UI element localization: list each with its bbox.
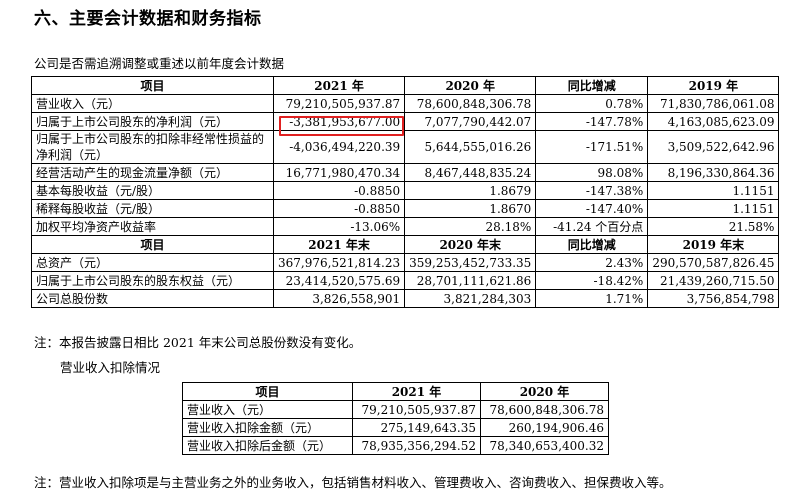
value-cell: -147.40% (535, 199, 649, 218)
row-label-cell: 经营活动产生的现金流量净额（元） (31, 163, 274, 182)
key-financials-table: 项目 2021 年 2020 年同比增减 2019 年营业收入（元） 79,210,50… (31, 76, 780, 308)
row-label-cell: 归属于上市公司股东的扣除非经常性损益的净利润（元） (31, 130, 274, 164)
value-cell: 78,600,848,306.78 (480, 400, 609, 419)
value-cell: 3,821,284,303 (404, 289, 537, 308)
table-header-cell: 2021 年末 (272, 235, 406, 254)
table-header-cell: 2021 年 (272, 76, 406, 95)
value-cell: 1.1151 (647, 181, 780, 200)
row-label-cell: 公司总股份数 (31, 289, 274, 308)
value-cell: 0.78% (535, 94, 649, 113)
table-header-cell: 2021 年 (352, 382, 481, 401)
table-row: 经营活动产生的现金流量净额（元） 16,771,980,470.34 8,467,4… (31, 163, 780, 182)
value-cell: 8,467,448,835.24 (404, 163, 537, 182)
value-cell: 98.08% (535, 163, 649, 182)
value-cell: 359,253,452,733.35 (404, 253, 537, 272)
table-row: 加权平均净资产收益率 -13.06% 28.18% -41.24 个百分点 21.58% (31, 217, 780, 236)
revenue-deduction-note: 注：营业收入扣除项是与主营业务之外的业务收入，包括销售材料收入、管理费收入、咨询… (34, 475, 672, 490)
value-cell: 1.1151 (647, 199, 780, 218)
value-cell: -0.8850 (272, 199, 406, 218)
value-cell: -147.78% (535, 112, 649, 131)
table-row: 营业收入（元） 79,210,505,937.87 78,600,848,306.7… (31, 94, 780, 113)
value-cell: 290,570,587,826.45 (647, 253, 780, 272)
value-cell: 21.58% (647, 217, 780, 236)
row-label-cell: 营业收入扣除后金额（元） (182, 436, 353, 455)
table-header-cell: 项目 (182, 382, 353, 401)
value-cell: 23,414,520,575.69 (272, 271, 406, 290)
table-header-cell: 2020 年 (404, 76, 537, 95)
row-label-cell: 基本每股收益（元/股） (31, 181, 274, 200)
value-cell: 2.43% (535, 253, 649, 272)
table-header-row: 项目 2021 年 2020 年 (182, 382, 609, 401)
revenue-deduction-title: 营业收入扣除情况 (60, 360, 161, 375)
table-header-cell: 项目 (31, 235, 274, 254)
table-header-cell: 同比增减 (535, 76, 649, 95)
table-row: 归属于上市公司股东的股东权益（元） 23,414,520,575.69 28,701… (31, 271, 780, 290)
row-label-cell: 归属于上市公司股东的净利润（元） (31, 112, 274, 131)
value-cell: 7,077,790,442.07 (404, 112, 537, 131)
table-row: 稀释每股收益（元/股） -0.8850 1.8670 -147.40% 1.1151 (31, 199, 780, 218)
value-cell: 1.8679 (404, 181, 537, 200)
value-cell: -0.8850 (272, 181, 406, 200)
value-cell: -13.06% (272, 217, 406, 236)
value-cell: 4,163,085,623.09 (647, 112, 780, 131)
table-row: 总资产（元） 367,976,521,814.23 359,253,452,733.… (31, 253, 780, 272)
value-cell: 1.71% (535, 289, 649, 308)
value-cell: 78,340,653,400.32 (480, 436, 609, 455)
value-cell: 28.18% (404, 217, 537, 236)
value-cell: 79,210,505,937.87 (352, 400, 481, 419)
value-cell: -3,381,953,677.00 (272, 112, 406, 131)
value-cell: -41.24 个百分点 (535, 217, 649, 236)
revenue-deduction-table: 项目 2021 年 2020 年营业收入（元） 79,210,505,937.87 78… (182, 382, 609, 455)
value-cell: 3,756,854,798 (647, 289, 780, 308)
section-heading: 六、主要会计数据和财务指标 (34, 9, 262, 29)
restatement-note: 公司是否需追溯调整或重述以前年度会计数据 (34, 56, 285, 71)
row-label-cell: 归属于上市公司股东的股东权益（元） (31, 271, 274, 290)
row-label-cell: 营业收入（元） (182, 400, 353, 419)
table-row: 营业收入扣除金额（元） 275,149,643.35 260,194,906.46 (182, 418, 609, 437)
value-cell: 5,644,555,016.26 (404, 130, 537, 164)
value-cell: 260,194,906.46 (480, 418, 609, 437)
value-cell: 71,830,786,061.08 (647, 94, 780, 113)
value-cell: 8,196,330,864.36 (647, 163, 780, 182)
value-cell: 367,976,521,814.23 (272, 253, 406, 272)
table-header-row: 项目 2021 年末 2020 年末 同比增减 2019 年末 (31, 235, 780, 254)
table-row: 基本每股收益（元/股） -0.8850 1.8679 -147.38% 1.1151 (31, 181, 780, 200)
table-row: 归属于上市公司股东的净利润（元） -3,381,953,677.00 7,077,7… (31, 112, 780, 131)
row-label-cell: 营业收入扣除金额（元） (182, 418, 353, 437)
table-row: 公司总股份数 3,826,558,901 3,821,284,303 1.71% 3,7… (31, 289, 780, 308)
table-row: 营业收入扣除后金额（元） 78,935,356,294.52 78,340,653,… (182, 436, 609, 455)
value-cell: 21,439,260,715.50 (647, 271, 780, 290)
value-cell: 78,935,356,294.52 (352, 436, 481, 455)
table-header-cell: 2019 年 (647, 76, 780, 95)
value-cell: 78,600,848,306.78 (404, 94, 537, 113)
table-row: 营业收入（元） 79,210,505,937.87 78,600,848,306.7… (182, 400, 609, 419)
table-header-row: 项目 2021 年 2020 年同比增减 2019 年 (31, 76, 780, 95)
table-header-cell: 同比增减 (535, 235, 649, 254)
table-header-cell: 项目 (31, 76, 274, 95)
value-cell: 1.8670 (404, 199, 537, 218)
row-label-cell: 稀释每股收益（元/股） (31, 199, 274, 218)
value-cell: 79,210,505,937.87 (272, 94, 406, 113)
row-label-cell: 加权平均净资产收益率 (31, 217, 274, 236)
table-header-cell: 2020 年 (480, 382, 609, 401)
value-cell: 28,701,111,621.86 (404, 271, 537, 290)
value-cell: 3,826,558,901 (272, 289, 406, 308)
table-row: 归属于上市公司股东的扣除非经常性损益的净利润（元） -4,036,494,220.… (31, 130, 780, 164)
share-count-note: 注：本报告披露日相比 2021 年末公司总股份数没有变化。 (34, 335, 362, 350)
value-cell: -171.51% (535, 130, 649, 164)
value-cell: -147.38% (535, 181, 649, 200)
row-label-cell: 营业收入（元） (31, 94, 274, 113)
table-header-cell: 2019 年末 (647, 235, 780, 254)
value-cell: 16,771,980,470.34 (272, 163, 406, 182)
row-label-cell: 总资产（元） (31, 253, 274, 272)
value-cell: -18.42% (535, 271, 649, 290)
value-cell: -4,036,494,220.39 (272, 130, 406, 164)
value-cell: 275,149,643.35 (352, 418, 481, 437)
table-header-cell: 2020 年末 (404, 235, 537, 254)
value-cell: 3,509,522,642.96 (647, 130, 780, 164)
